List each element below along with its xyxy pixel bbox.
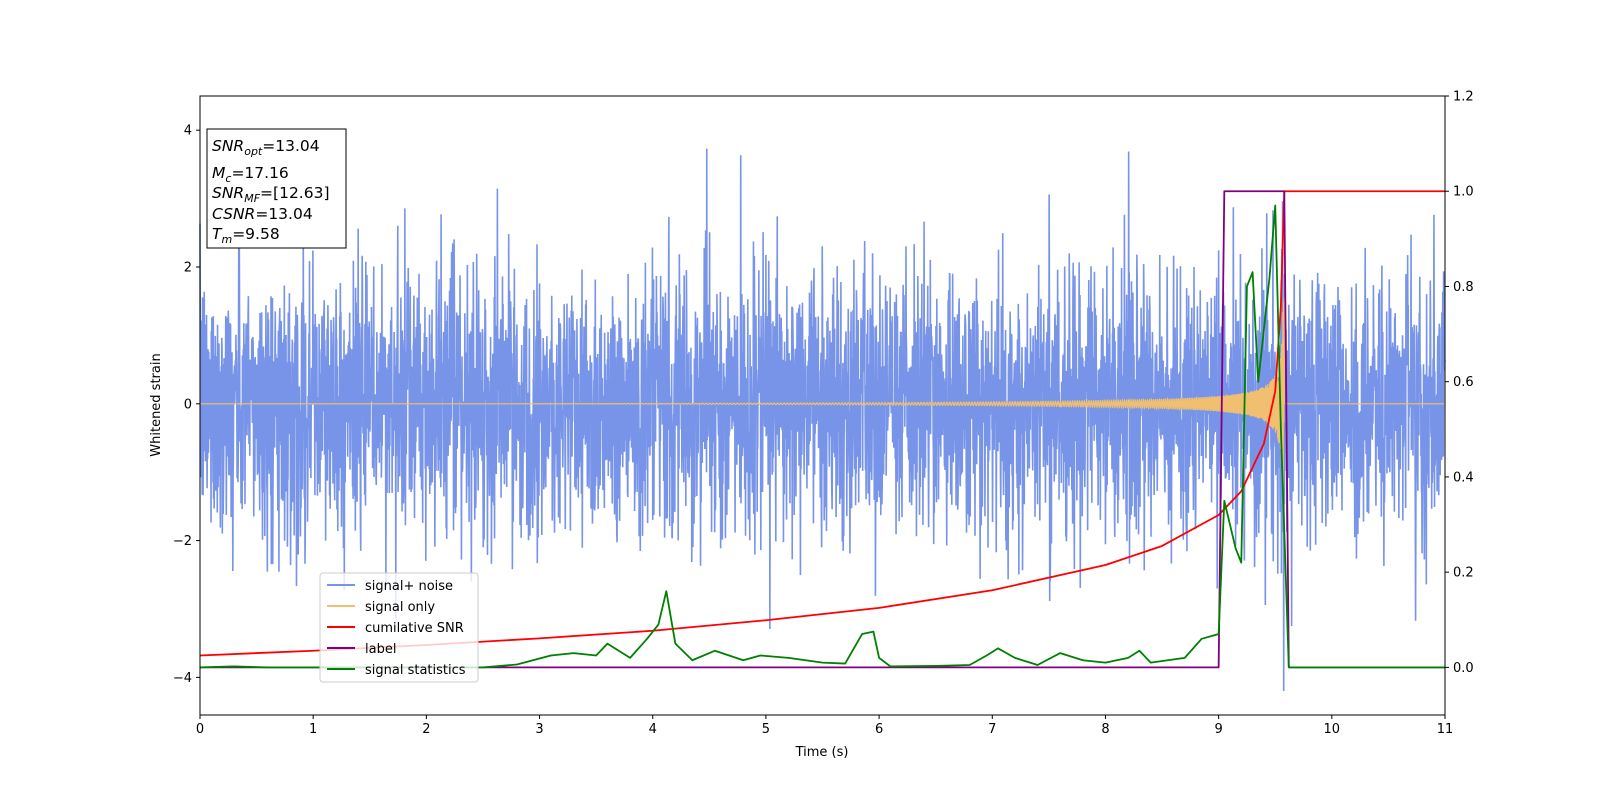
y-left-tick-label: −2: [173, 534, 192, 549]
y-axis-title: Whitened strain: [149, 353, 164, 456]
x-tick-label: 6: [875, 722, 883, 737]
annotation-tm: Tm=9.58: [212, 225, 280, 246]
y-right-axis-ticks: 1.2 1.0 0.8 0.6 0.4 0.2 0.0: [1445, 90, 1474, 676]
x-axis-ticks: 0 1 2 3 4 5 6 7 8 9 10 11: [196, 715, 1453, 737]
x-axis-title: Time (s): [795, 745, 849, 760]
series-cumulative-snr: [199, 190, 1445, 657]
x-tick-label: 9: [1214, 722, 1222, 737]
y-left-tick-label: 2: [184, 260, 192, 275]
plot-frame: [199, 95, 1446, 716]
x-tick-label: 7: [988, 722, 996, 737]
series-signal-only: [200, 298, 1445, 486]
x-tick-label: 1: [309, 722, 317, 737]
y-right-tick-label: 0.6: [1453, 375, 1474, 390]
x-tick-label: 0: [196, 722, 204, 737]
x-tick-label: 2: [422, 722, 430, 737]
annotation-box: SNRopt=13.04 Mc=17.16 SNRMF=[12.63] CSNR…: [206, 128, 347, 249]
y-left-tick-label: 4: [184, 124, 192, 139]
annotation-snr-mf: SNRMF=[12.63]: [212, 184, 330, 205]
legend-label-signal-only: signal only: [365, 600, 435, 615]
legend-label-signal-statistics: signal statistics: [365, 663, 466, 678]
annotation-snr-opt: SNRopt=13.04: [212, 137, 320, 158]
signal-statistics-line: [199, 204, 1445, 669]
signal-only-line: [200, 298, 1445, 486]
series-signal-statistics: [199, 204, 1445, 669]
x-tick-label: 5: [762, 722, 770, 737]
x-tick-label: 10: [1324, 722, 1341, 737]
legend-frame: [319, 572, 479, 683]
y-right-tick-label: 0.0: [1453, 661, 1474, 676]
y-right-tick-label: 1.0: [1453, 185, 1474, 200]
signal-noise-line: [199, 148, 1446, 692]
x-tick-label: 4: [649, 722, 657, 737]
annotation-frame: [206, 128, 347, 249]
y-right-tick-label: 1.2: [1453, 90, 1474, 105]
legend-label-cumulative-snr: cumilative SNR: [365, 621, 464, 636]
legend-label-label: label: [365, 642, 396, 657]
x-tick-label: 8: [1101, 722, 1109, 737]
y-right-tick-label: 0.2: [1453, 566, 1474, 581]
x-tick-label: 3: [535, 722, 543, 737]
annotation-mc: Mc=17.16: [212, 164, 289, 185]
x-tick-label: 11: [1437, 722, 1454, 737]
legend: signal+ noise signal only cumilative SNR…: [319, 572, 479, 683]
y-left-tick-label: 0: [184, 397, 192, 412]
annotation-csnr: CSNR=13.04: [212, 205, 313, 223]
y-left-axis-ticks: 4 2 0 −2 −4: [173, 124, 200, 686]
legend-label-signal-noise: signal+ noise: [365, 579, 453, 594]
y-right-tick-label: 0.8: [1453, 280, 1474, 295]
y-left-tick-label: −4: [173, 671, 192, 686]
y-right-tick-label: 0.4: [1453, 470, 1474, 485]
series-signal-noise: [199, 148, 1446, 692]
cumulative-snr-line: [199, 190, 1445, 657]
